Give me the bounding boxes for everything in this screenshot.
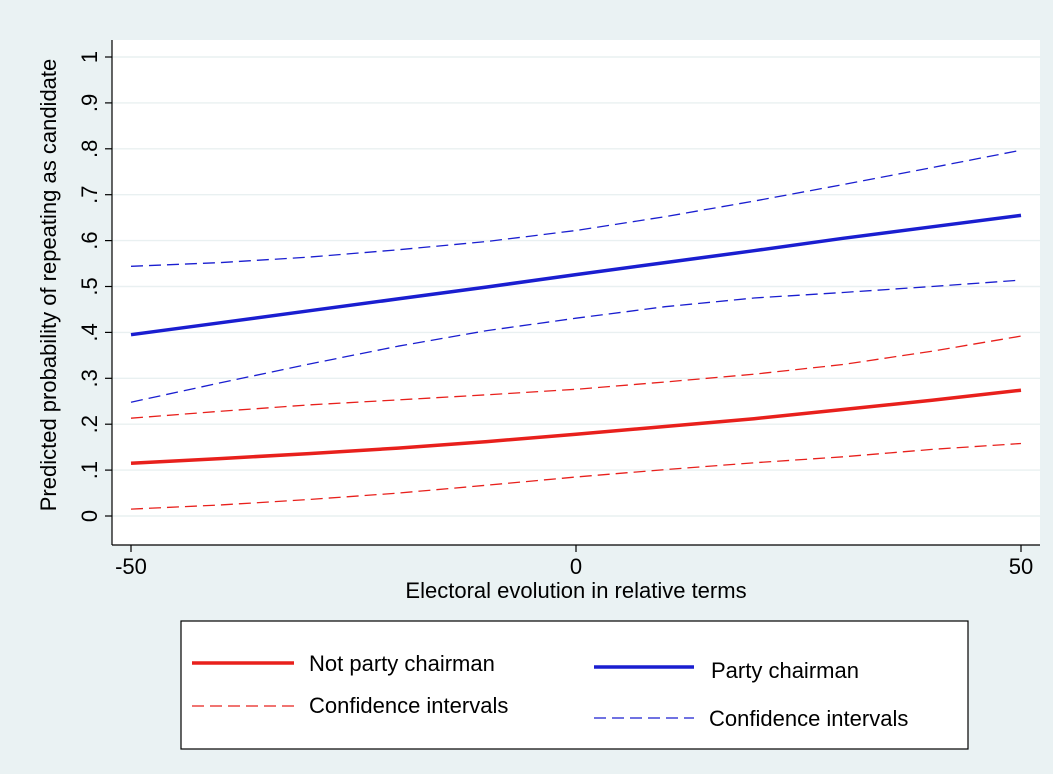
x-axis-ticks: -50 0 50: [115, 545, 1033, 579]
legend-label-party-chairman: Party chairman: [711, 658, 859, 683]
legend-label-ci-blue: Confidence intervals: [709, 706, 908, 731]
series-line-3: [130, 213, 1022, 337]
y-tick-label: .3: [77, 369, 102, 387]
y-tick-label: .4: [77, 323, 102, 341]
x-tick-label: 0: [570, 554, 582, 579]
y-tick-label: 1: [77, 51, 102, 63]
y-tick-label: .9: [77, 94, 102, 112]
x-tick-label: -50: [115, 554, 147, 579]
grid-lines: [112, 56, 1040, 517]
series-line-1: [130, 335, 1022, 419]
series-line-0: [130, 388, 1022, 465]
y-axis-title: Predicted probability of repeating as ca…: [36, 59, 61, 512]
y-tick-label: .2: [77, 415, 102, 433]
y-tick-label: .8: [77, 140, 102, 158]
x-tick-label: 50: [1009, 554, 1033, 579]
series-lines: [130, 149, 1022, 510]
y-axis-ticks: 0 .1 .2 .3 .4 .5 .6 .7 .8 .9 1: [77, 51, 112, 522]
y-tick-label: .1: [77, 461, 102, 479]
legend: Not party chairman Party chairman Confid…: [180, 620, 969, 750]
legend-box: [180, 620, 969, 750]
x-axis-title: Electoral evolution in relative terms: [405, 578, 746, 603]
y-tick-label: 0: [77, 510, 102, 522]
series-line-2: [130, 442, 1022, 510]
series-line-4: [130, 149, 1022, 267]
legend-label-not-party-chairman: Not party chairman: [309, 651, 495, 676]
series-line-5: [130, 279, 1022, 403]
y-tick-label: .6: [77, 231, 102, 249]
legend-label-ci-red: Confidence intervals: [309, 693, 508, 718]
plot-area: [112, 40, 1040, 545]
y-tick-label: .7: [77, 186, 102, 204]
y-tick-label: .5: [77, 277, 102, 295]
